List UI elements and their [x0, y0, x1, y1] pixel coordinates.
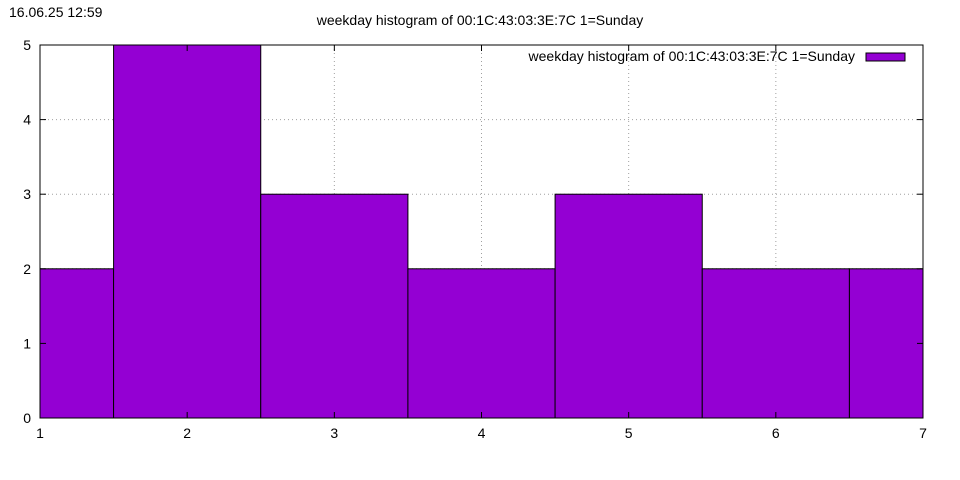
bar-2	[113, 44, 262, 419]
bar-6	[701, 268, 850, 419]
bar-7	[848, 268, 924, 419]
legend-swatch	[865, 52, 906, 62]
timestamp: 16.06.25 12:59	[9, 4, 103, 20]
y-tick-label: 2	[23, 261, 31, 277]
y-tick-label: 1	[23, 335, 31, 351]
y-tick-label: 0	[23, 410, 31, 426]
bar-3	[260, 193, 409, 419]
bar-5	[554, 193, 703, 419]
chart-title: weekday histogram of 00:1C:43:03:3E:7C 1…	[316, 12, 644, 28]
x-tick-label: 2	[183, 425, 191, 441]
y-tick-label: 5	[23, 37, 31, 53]
x-tick-label: 7	[919, 425, 927, 441]
x-tick-label: 5	[625, 425, 633, 441]
bar-1	[39, 268, 115, 419]
y-tick-label: 4	[23, 112, 31, 128]
x-tick-label: 4	[478, 425, 486, 441]
y-tick-label: 3	[23, 186, 31, 202]
x-tick-label: 1	[36, 425, 44, 441]
x-tick-label: 3	[330, 425, 338, 441]
x-tick-label: 6	[772, 425, 780, 441]
bar-4	[407, 268, 556, 419]
legend-label: weekday histogram of 00:1C:43:03:3E:7C 1…	[528, 48, 855, 64]
